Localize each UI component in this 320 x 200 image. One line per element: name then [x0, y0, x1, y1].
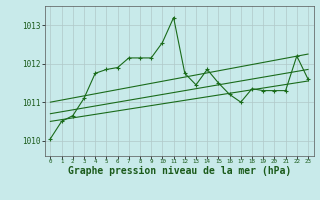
X-axis label: Graphe pression niveau de la mer (hPa): Graphe pression niveau de la mer (hPa) [68, 166, 291, 176]
